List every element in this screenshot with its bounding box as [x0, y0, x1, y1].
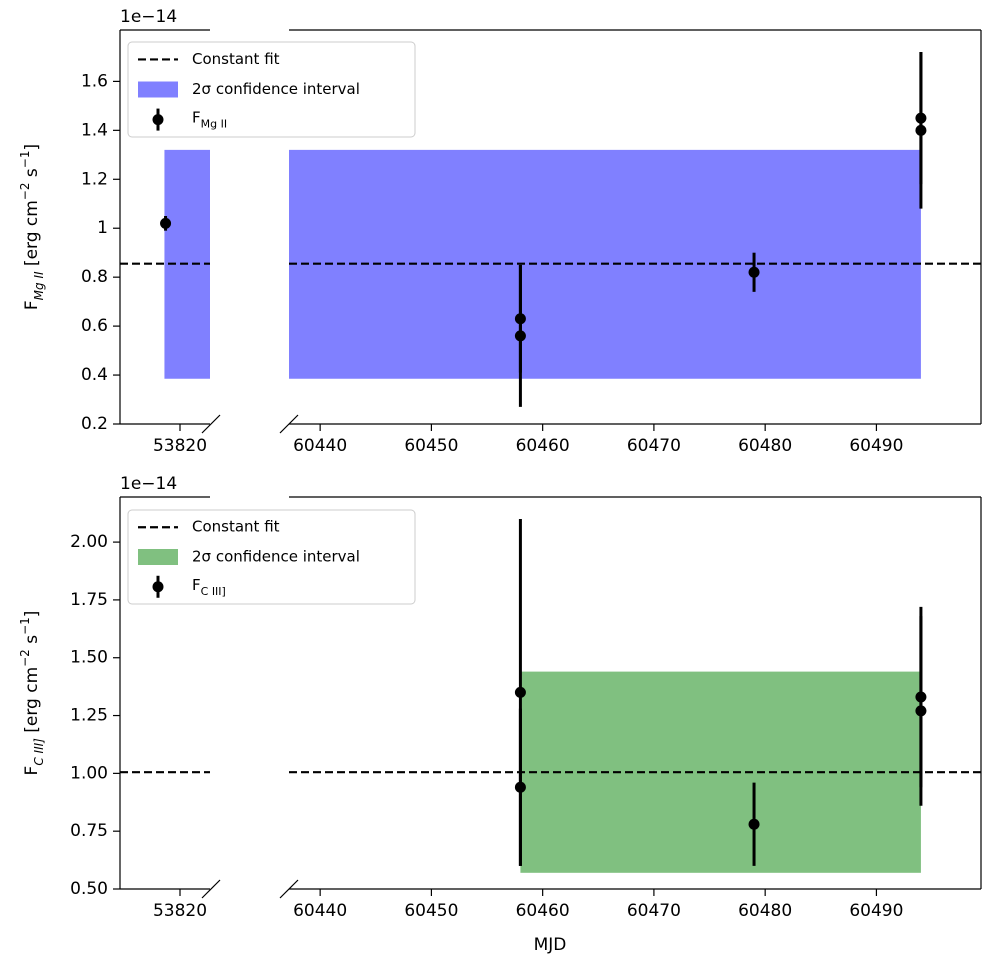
legend-swatch [152, 581, 164, 593]
legend-label: FC III] [192, 575, 226, 597]
x-tick-label: 53820 [153, 901, 207, 921]
legend-swatch [138, 549, 178, 565]
legend-swatch [152, 114, 164, 126]
y-tick-label: 1.4 [81, 120, 108, 140]
break-mark [279, 879, 299, 899]
text-part: −1 [18, 617, 32, 635]
data-point [514, 330, 526, 342]
x-tick-label: 60480 [738, 436, 792, 456]
x-tick-label: 60440 [293, 901, 347, 921]
x-tick-label: 60470 [627, 436, 681, 456]
text-part: F [192, 575, 201, 593]
break-mark [279, 414, 299, 434]
offset-text: 1e−14 [120, 7, 177, 27]
text-part: s [22, 168, 42, 182]
y-tick-label: 1.75 [70, 590, 108, 610]
text-part: −2 [18, 649, 32, 667]
plot-segment [289, 52, 981, 407]
break-mark [201, 414, 221, 434]
y-tick-label: 0.50 [70, 879, 108, 899]
data-point [514, 781, 526, 793]
data-point [915, 124, 927, 136]
y-tick-label: 1.6 [81, 71, 108, 91]
x-tick-label: 60450 [404, 436, 458, 456]
y-tick-label: 2.00 [70, 532, 108, 552]
text-part: [erg cm [22, 200, 42, 271]
legend-swatch [138, 81, 178, 98]
data-point [748, 818, 760, 830]
plot-segment [289, 518, 981, 873]
text-part: C III] [201, 584, 226, 597]
x-tick-label: 60480 [738, 901, 792, 921]
text-part: −1 [18, 151, 32, 169]
x-tick-label: 60450 [404, 901, 458, 921]
legend-label: Constant fit [192, 518, 280, 536]
legend-label: Constant fit [192, 50, 280, 68]
data-point [915, 705, 927, 717]
y-tick-label: 1.25 [70, 706, 108, 726]
text-part: s [22, 635, 42, 649]
x-tick-label: 60490 [849, 436, 903, 456]
x-tick-label: 53820 [153, 436, 207, 456]
plot-segment [120, 771, 210, 774]
y-tick-label: 1.00 [70, 763, 108, 783]
y-tick-label: 1.2 [81, 169, 108, 189]
y-tick-label: 0.8 [81, 267, 108, 287]
x-tick-label: 60490 [849, 901, 903, 921]
text-part: F [192, 108, 201, 126]
y-tick-label: 1 [97, 218, 108, 238]
y-axis-label: FMg II [erg cm−2 s−1] [18, 144, 46, 310]
x-tick-label: 60460 [516, 436, 570, 456]
legend-label: FMg II [192, 108, 227, 130]
legend-label: 2σ confidence interval [192, 548, 360, 566]
data-point [514, 686, 526, 698]
plot-segment [120, 149, 210, 379]
offset-text: 1e−14 [120, 474, 177, 494]
text-part: C III] [32, 738, 46, 766]
y-tick-label: 0.2 [81, 414, 108, 434]
text-part: Mg II [201, 117, 227, 130]
y-tick-label: 0.6 [81, 316, 108, 336]
y-tick-label: 0.4 [81, 365, 108, 385]
y-tick-label: 1.50 [70, 648, 108, 668]
text-part: −2 [18, 182, 32, 200]
text-part: F [22, 766, 42, 776]
text-part: ] [22, 144, 42, 151]
x-tick-label: 60470 [627, 901, 681, 921]
y-tick-label: 0.75 [70, 821, 108, 841]
data-point [160, 217, 172, 229]
data-point [748, 266, 760, 278]
break-mark [201, 879, 221, 899]
y-axis-label: FC III] [erg cm−2 s−1] [18, 611, 46, 776]
text-part: [erg cm [22, 667, 42, 738]
x-tick-label: 60440 [293, 436, 347, 456]
x-tick-label: 60460 [516, 901, 570, 921]
text-part: ] [22, 611, 42, 618]
text-part: F [22, 300, 42, 310]
legend-box [127, 509, 416, 605]
legend-label: 2σ confidence interval [192, 80, 360, 98]
x-axis-label: MJD [534, 935, 567, 955]
text-part: Mg II [32, 271, 46, 300]
legend-box [127, 41, 416, 138]
